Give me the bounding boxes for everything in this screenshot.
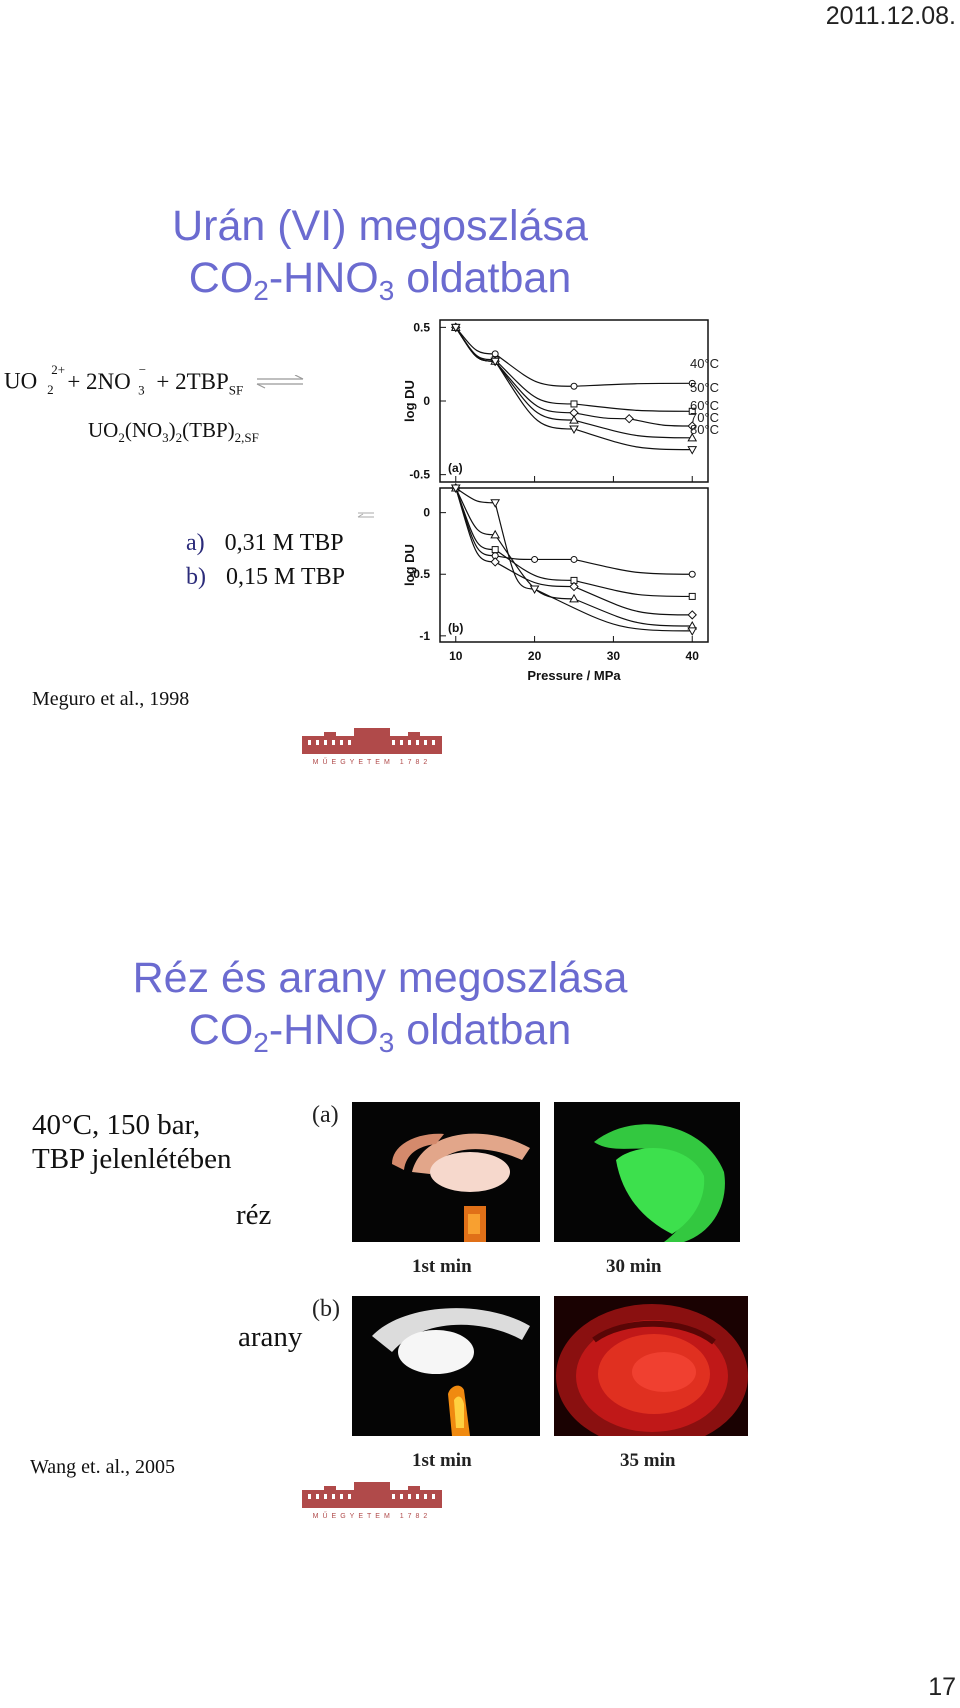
slide2-title: Réz és arany megoszlása CO2-HNO3 oldatba… [100, 952, 660, 1058]
data-point [688, 379, 696, 387]
y-tick-label: 0 [423, 394, 430, 408]
data-point [688, 407, 696, 415]
y-axis-label: log DU [402, 544, 417, 586]
x-tick-label: 10 [449, 649, 463, 663]
slide-date: 2011.12.08. [825, 2, 956, 30]
reaction-equation-line2: UO2(NO3)2(TBP)2,SF [88, 418, 259, 446]
data-point [687, 432, 698, 442]
data-point [490, 357, 501, 367]
panel-label: (b) [448, 621, 463, 635]
panel-a-tag: (a) [312, 1102, 339, 1128]
series-line-40c [455, 326, 693, 387]
copper-30-min-photo [554, 1102, 740, 1242]
y-tick-label: 0.5 [413, 320, 430, 334]
series-label: 60°C [690, 398, 719, 413]
series-line-70c [455, 487, 693, 627]
data-point [569, 415, 579, 424]
data-point [450, 323, 461, 333]
data-point [624, 413, 634, 424]
slide1-title-line2: CO2-HNO3 oldatban [188, 254, 572, 306]
logo-text: MŰEGYETEM 1782 [313, 757, 432, 766]
label-gold: arany [238, 1321, 303, 1353]
series-line-50c [455, 327, 693, 412]
data-point [569, 593, 579, 603]
slide1-title-line1: Urán (VI) megoszlása [172, 202, 588, 250]
data-point [490, 529, 501, 539]
small-arrow-icon [357, 512, 374, 518]
series-label: 70°C [690, 410, 719, 425]
slide1-title: Urán (VI) megoszlása CO2-HNO3 oldatban [100, 200, 660, 306]
caption-a2: 30 min [606, 1256, 662, 1277]
equilibrium-arrow-icon [256, 374, 304, 389]
logo-text-2: MŰEGYETEM 1782 [313, 1511, 432, 1520]
data-point [490, 557, 500, 567]
y-tick-label: -0.5 [409, 567, 430, 581]
data-point [570, 555, 578, 563]
data-point [570, 400, 578, 408]
caption-a1: 1st min [412, 1256, 472, 1277]
y-tick-label: -0.5 [409, 468, 430, 482]
data-point [490, 499, 501, 508]
x-tick-label: 40 [686, 649, 700, 663]
university-logo-2: MŰEGYETEM 1782 [302, 1482, 442, 1520]
y-tick-label: -1 [419, 629, 430, 643]
series-label: 50°C [690, 380, 719, 395]
university-logo: MŰEGYETEM 1782 [302, 728, 442, 766]
series-line-60c [455, 487, 693, 616]
series-line-50c [455, 487, 693, 598]
data-point [570, 382, 578, 390]
data-point [491, 546, 499, 554]
slide2-title-line2: CO2-HNO3 oldatban [188, 1006, 572, 1058]
data-point [688, 570, 696, 578]
reaction-equation-line1: UO 2+2 + 2NO −3 + 2TBPSF [4, 362, 307, 398]
gold-35-min-photo [554, 1296, 748, 1436]
data-point [687, 610, 697, 620]
series-line-80c [455, 487, 693, 632]
citation-meguro: Meguro et al., 1998 [32, 688, 190, 710]
y-tick-label: 0 [423, 506, 430, 520]
caption-b2: 35 min [620, 1450, 676, 1471]
series-label: 80°C [690, 422, 719, 437]
data-point [531, 555, 539, 563]
condition-b: b) 0,15 M TBP [186, 564, 345, 590]
data-point [491, 350, 499, 358]
label-copper: réz [236, 1199, 272, 1231]
data-point [688, 592, 696, 600]
data-point [687, 627, 698, 636]
slide2-conditions: 40°C, 150 bar, TBP jelenlétében [32, 1109, 232, 1175]
data-point [450, 484, 461, 494]
page-number: 17 [928, 1673, 956, 1701]
caption-b1: 1st min [412, 1450, 472, 1471]
x-tick-label: 20 [528, 649, 542, 663]
slide2-title-line1: Réz és arany megoszlása [132, 954, 628, 1002]
data-point [569, 581, 579, 592]
citation-wang: Wang et. al., 2005 [30, 1456, 176, 1478]
data-point [569, 425, 579, 434]
data-point [529, 585, 540, 595]
condition-a: a) 0,31 M TBP [186, 530, 344, 556]
chart-frame-2 [439, 487, 709, 643]
x-tick-label: 30 [607, 649, 621, 663]
series-label: 40°C [690, 356, 719, 371]
copper-1st-min-photo [352, 1102, 540, 1242]
x-axis-label: Pressure / MPa [527, 668, 621, 683]
series-line-80c [455, 327, 693, 451]
panel-b-tag: (b) [312, 1296, 340, 1322]
y-axis-label: log DU [402, 380, 417, 422]
data-point [687, 446, 698, 455]
panel-label: (a) [448, 461, 463, 475]
gold-1st-min-photo [352, 1296, 540, 1436]
data-point [687, 421, 697, 431]
